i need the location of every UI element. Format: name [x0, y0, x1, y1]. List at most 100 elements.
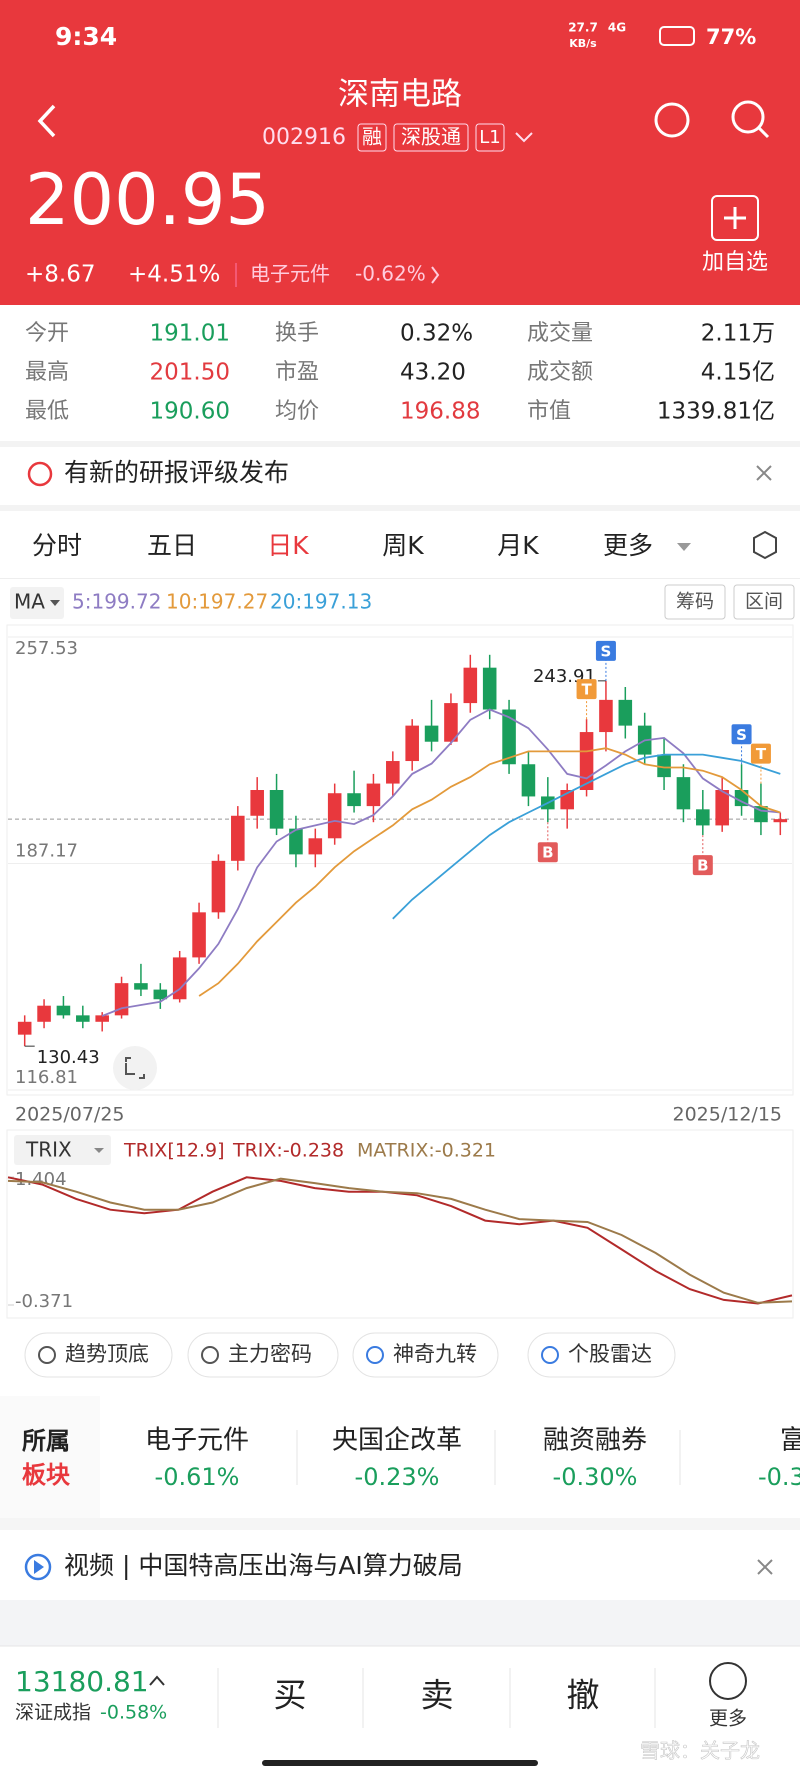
- tool-button[interactable]: [527, 1332, 676, 1378]
- tab[interactable]: 周K: [382, 531, 424, 560]
- stat-label: 市值: [527, 399, 571, 424]
- search-button[interactable]: [731, 100, 765, 134]
- marker: T: [756, 745, 767, 763]
- trix-params: TRIX[12.9]: [123, 1140, 225, 1162]
- sector-title-bg: [0, 1396, 100, 1518]
- expand-icon[interactable]: [149, 1675, 165, 1686]
- sector-name[interactable]: 富时罗: [780, 1426, 800, 1456]
- marker: B: [542, 844, 553, 862]
- sector-name[interactable]: 央国企改革: [332, 1426, 462, 1456]
- marker: S: [601, 642, 612, 660]
- more[interactable]: 更多: [709, 1708, 747, 1730]
- battery-icon: [659, 26, 695, 46]
- zoom-icon: [125, 1057, 145, 1079]
- stat-value: 190.60: [150, 399, 230, 425]
- more-icon[interactable]: [709, 1662, 747, 1700]
- bottom-bar: [0, 1646, 800, 1778]
- chart-button[interactable]: 区间: [745, 591, 783, 613]
- badge: 融: [362, 125, 382, 149]
- stock-name: 深南电路: [338, 77, 462, 113]
- ma-legend: 5:199.72: [72, 590, 161, 614]
- sector-name[interactable]: 电子元件: [145, 1426, 249, 1456]
- tabs: 分时 五日 日K 周K 月K 更多: [32, 531, 691, 560]
- candle-body: [482, 667, 497, 710]
- net-speed: 27.7: [568, 21, 598, 35]
- tool-label[interactable]: 个股雷达: [568, 1342, 652, 1366]
- candle-body: [773, 819, 788, 823]
- zoom-button[interactable]: [113, 1046, 157, 1090]
- indicator-box[interactable]: [14, 1135, 111, 1165]
- candle-body: [463, 667, 478, 704]
- tab[interactable]: 更多: [603, 531, 653, 560]
- tool-button[interactable]: [352, 1332, 499, 1378]
- index-value[interactable]: 13180.81: [15, 1665, 149, 1698]
- dropdown-icon: [50, 600, 60, 606]
- close-button[interactable]: [756, 465, 772, 481]
- status-time: 9:34: [55, 22, 117, 51]
- back-button[interactable]: [37, 104, 56, 138]
- tool-button[interactable]: [24, 1332, 173, 1378]
- tool-icon: [201, 1346, 219, 1364]
- candle-body: [618, 699, 633, 726]
- badge-box: [475, 123, 505, 152]
- video[interactable]: 视频 | 中国特高压出海与AI算力破局: [64, 1551, 463, 1580]
- candle-body: [521, 764, 536, 797]
- stat-value: 191.01: [150, 321, 230, 347]
- separator: [0, 1518, 800, 1530]
- button-box[interactable]: [733, 584, 795, 620]
- indicator-box[interactable]: [10, 587, 64, 619]
- home-indicator[interactable]: [262, 1760, 538, 1766]
- trix-frame: [6, 1129, 794, 1319]
- tool-button[interactable]: [187, 1332, 339, 1378]
- tab[interactable]: 分时: [32, 531, 82, 560]
- stat-value: 201.50: [150, 360, 230, 386]
- tool-label[interactable]: 趋势顶底: [65, 1342, 149, 1366]
- sector-name[interactable]: 融资融券: [543, 1426, 647, 1456]
- trix-title[interactable]: TRIX: [25, 1138, 72, 1162]
- badge: 深股通: [401, 125, 461, 149]
- settings-button[interactable]: [753, 530, 777, 560]
- candle-body: [17, 1021, 32, 1035]
- tab[interactable]: 五日: [147, 531, 197, 560]
- y-tick-label: 187.17: [15, 841, 78, 862]
- tab[interactable]: 日K: [267, 531, 309, 560]
- marker-box: [750, 743, 771, 764]
- tab[interactable]: 月K: [497, 531, 539, 560]
- tool-label[interactable]: 主力密码: [228, 1342, 312, 1366]
- candle-body: [502, 709, 516, 765]
- candle-body: [37, 1005, 51, 1022]
- add-button[interactable]: [711, 195, 759, 241]
- action[interactable]: 卖: [421, 1676, 454, 1715]
- notice[interactable]: 有新的研报评级发布: [64, 458, 289, 487]
- close-button[interactable]: [757, 1559, 773, 1575]
- indicator[interactable]: MA: [14, 590, 45, 614]
- tool-label[interactable]: 神奇九转: [393, 1342, 477, 1366]
- add-label[interactable]: 加自选: [702, 250, 768, 275]
- refresh-button[interactable]: [654, 102, 690, 138]
- tool-icon: [38, 1346, 56, 1364]
- notice-icon: [27, 461, 53, 487]
- candle-body: [715, 790, 729, 826]
- sector[interactable]: 电子元件: [250, 262, 330, 286]
- ma-line: [101, 708, 781, 1017]
- action[interactable]: 买: [274, 1676, 307, 1715]
- tool-icon: [541, 1346, 559, 1364]
- ma-legend: 20:197.13: [270, 590, 372, 614]
- play-icon: [24, 1553, 52, 1581]
- candle-body: [386, 761, 400, 784]
- dropdown-icon[interactable]: [515, 132, 533, 143]
- action[interactable]: 撤: [567, 1676, 600, 1715]
- button-box[interactable]: [664, 584, 726, 620]
- chart-button[interactable]: 筹码: [676, 591, 714, 613]
- candle-body: [444, 703, 458, 742]
- play-triangle: [34, 1560, 44, 1574]
- separator: [0, 505, 800, 511]
- trix-legend: TRIX:-0.238: [232, 1140, 344, 1162]
- candle-body: [76, 1015, 90, 1022]
- candle-body: [250, 790, 264, 816]
